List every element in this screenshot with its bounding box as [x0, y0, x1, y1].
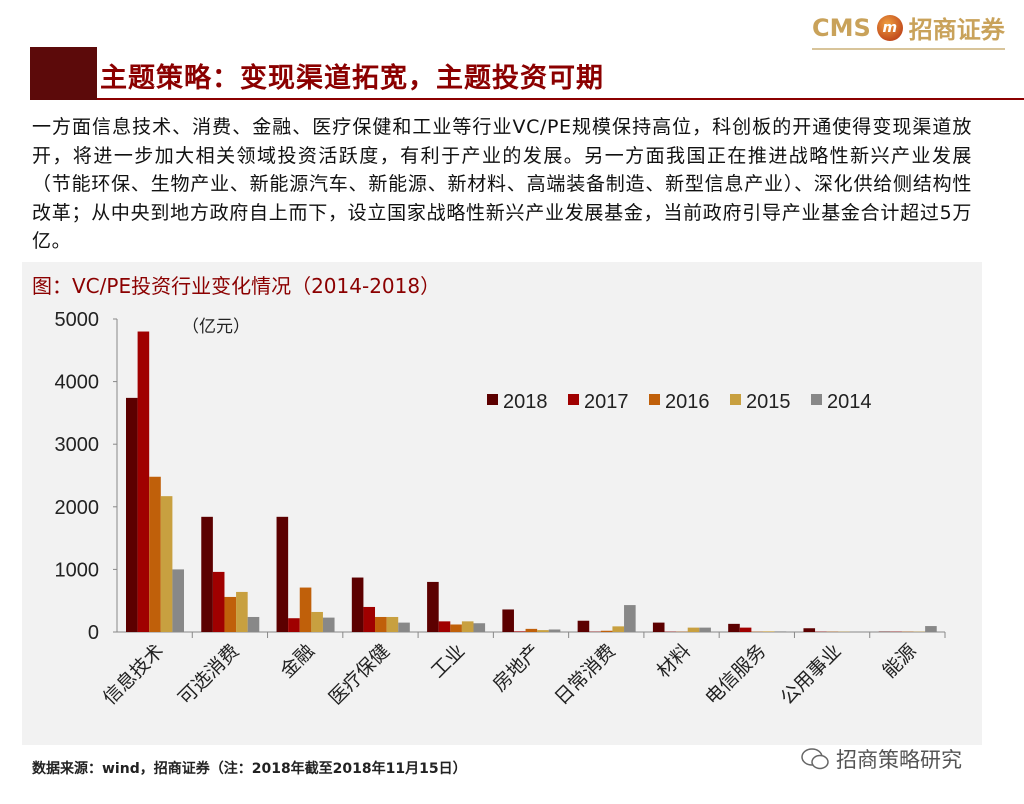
x-tick-label: 能源 — [878, 640, 920, 682]
bar-2018-7 — [652, 622, 665, 632]
x-tick-label: 房地产 — [489, 640, 545, 696]
bar-2014-4 — [473, 623, 486, 632]
legend-swatch-2017 — [568, 394, 579, 405]
bar-2017-4 — [438, 621, 451, 632]
chart-title: 图：VC/PE投资行业变化情况（2014-2018） — [32, 274, 441, 298]
chart-panel — [22, 262, 982, 745]
bar-2014-1 — [247, 616, 260, 632]
bar-2015-3 — [386, 616, 399, 632]
x-tick-label: 金融 — [276, 640, 318, 682]
cms-logo: CMS m 招商证券 — [812, 10, 1005, 50]
page-title: 主题策略：变现渠道拓宽，主题投资可期 — [100, 63, 604, 94]
bar-2015-8 — [762, 631, 775, 632]
bar-2014-0 — [172, 569, 184, 632]
bar-2016-0 — [149, 476, 161, 632]
legend-swatch-2015 — [730, 394, 741, 405]
y-tick-label: 5000 — [55, 309, 100, 331]
legend-swatch-2014 — [811, 394, 822, 405]
wechat-icon — [801, 748, 829, 770]
bar-2018-9 — [803, 628, 816, 632]
x-tick-label: 可选消费 — [174, 640, 243, 709]
y-tick-label: 3000 — [55, 434, 100, 456]
legend-label-2016: 2016 — [665, 391, 710, 413]
bar-2017-0 — [137, 331, 150, 632]
bar-2015-1 — [236, 591, 248, 632]
x-tick-label: 医疗保健 — [325, 640, 394, 709]
bar-2018-2 — [276, 516, 289, 632]
bar-2014-10 — [925, 626, 937, 632]
bar-2015-0 — [160, 496, 173, 632]
bar-2016-3 — [375, 616, 387, 632]
source-note: 数据来源：wind，招商证券（注：2018年截至2018年11月15日） — [32, 761, 467, 777]
bar-2014-6 — [624, 605, 636, 632]
bar-2016-1 — [224, 596, 237, 632]
legend-swatch-2016 — [649, 394, 660, 405]
bar-2014-7 — [699, 627, 711, 632]
bar-2018-6 — [577, 620, 590, 632]
logo-text: CMS — [812, 13, 871, 42]
x-tick-label: 电信服务 — [701, 640, 770, 709]
watermark-text: 招商策略研究 — [836, 748, 962, 772]
bar-2015-5 — [537, 630, 549, 632]
bar-2017-8 — [739, 627, 752, 632]
unit-label: （亿元） — [182, 317, 250, 337]
y-tick-label: 1000 — [55, 559, 100, 581]
bar-2017-5 — [513, 631, 526, 632]
bar-2018-3 — [351, 577, 364, 632]
x-tick-label: 信息技术 — [99, 640, 168, 709]
bar-2018-4 — [427, 581, 439, 632]
logo-cn: 招商证券 — [908, 16, 1005, 44]
bar-2014-3 — [398, 622, 410, 632]
legend-label-2015: 2015 — [746, 391, 791, 413]
y-tick-label: 2000 — [55, 497, 100, 519]
x-tick-label: 公用事业 — [776, 640, 845, 709]
legend-swatch-2018 — [487, 394, 498, 405]
bar-2015-6 — [612, 626, 625, 632]
bar-2018-8 — [728, 623, 740, 632]
bar-2014-2 — [322, 617, 335, 632]
bar-2016-4 — [450, 624, 462, 632]
bar-2016-6 — [600, 630, 613, 632]
x-tick-label: 工业 — [427, 640, 469, 682]
bar-2015-4 — [461, 621, 474, 632]
bar-2015-2 — [311, 611, 323, 632]
bar-2016-2 — [299, 587, 312, 632]
title-block — [30, 47, 97, 100]
x-tick-label: 材料 — [653, 640, 695, 682]
logo-mark-icon: m — [876, 14, 903, 41]
bar-2016-5 — [525, 628, 538, 632]
bar-2018-0 — [126, 397, 138, 632]
x-tick-label: 日常消费 — [551, 640, 620, 709]
bar-2014-5 — [548, 629, 561, 632]
legend-label-2018: 2018 — [503, 391, 548, 413]
title-divider — [97, 98, 1024, 100]
legend-label-2017: 2017 — [584, 391, 629, 413]
watermark: 招商策略研究 — [800, 744, 962, 774]
y-tick-label: 4000 — [55, 372, 100, 394]
bar-2017-2 — [288, 618, 300, 632]
bar-2018-1 — [201, 516, 213, 632]
bar-2015-7 — [687, 627, 700, 632]
bar-2014-8 — [774, 631, 787, 632]
body-paragraph: 一方面信息技术、消费、金融、医疗保健和工业等行业VC/PE规模保持高位，科创板的… — [32, 116, 972, 252]
legend-label-2014: 2014 — [827, 391, 872, 413]
bar-2017-3 — [363, 606, 376, 632]
bar-2017-1 — [212, 571, 225, 632]
y-tick-label: 0 — [88, 622, 99, 644]
bar-2018-5 — [502, 609, 514, 632]
